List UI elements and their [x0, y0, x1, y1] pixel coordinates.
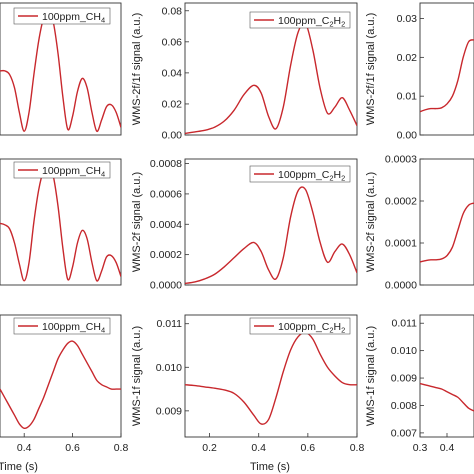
y-axis-label: WMS-2f/1f signal (a.u.) [131, 13, 143, 125]
legend-label: 100ppm_C2H2 [278, 321, 345, 335]
panel-p10: 100ppm_CH4 [0, 158, 122, 286]
plot-frame [184, 2, 358, 136]
y-tick-label: 0.010 [156, 362, 182, 374]
y-tick-label: 0.009 [391, 373, 417, 385]
series-line [420, 202, 474, 263]
panel-p02: 0.00 0.01 0.02 0.03 WMS-2f/1f signal (a.u.) [365, 2, 474, 142]
y-tick-label: 0.0004 [150, 219, 182, 231]
plot-frame [0, 314, 122, 438]
x-tick-label: 0.8 [350, 442, 365, 454]
y-tick-label: 0.00 [162, 130, 183, 142]
y-tick-label: 0.0002 [385, 196, 417, 208]
panels-layer: 100ppm_CH4 0.00 0.02 0.04 0.06 0.08 WMS-2f/1f … [0, 2, 474, 454]
plot-frame [0, 2, 122, 136]
y-tick-label: 0.009 [156, 405, 182, 417]
legend: 100ppm_CH4 [13, 7, 111, 25]
x-axis-label-left: Time (s) [0, 461, 38, 473]
series-line [420, 382, 474, 412]
y-tick-label: 0.010 [391, 345, 417, 357]
series-line [0, 7, 121, 132]
y-tick-label: 0.02 [397, 52, 418, 64]
y-tick-label: 0.00 [397, 130, 418, 142]
legend: 100ppm_C2H2 [249, 11, 351, 29]
plot-frame [419, 2, 474, 136]
x-tick-label: 0.6 [65, 442, 80, 454]
plot-frame [184, 158, 358, 286]
legend-box [249, 317, 351, 335]
x-tick-label: 0.4 [17, 442, 32, 454]
legend-box [249, 165, 351, 183]
y-tick-label: 0.06 [162, 36, 183, 48]
plot-frame [0, 158, 122, 286]
legend-box [13, 7, 111, 25]
y-axis-label: WMS-2f signal (a.u.) [365, 172, 377, 272]
y-tick-label: 0.08 [162, 5, 183, 17]
panel-p22: 0.007 0.008 0.009 0.010 0.011 0.3 0.4 WMS-1f si… [365, 314, 474, 454]
legend: 100ppm_CH4 [13, 317, 111, 335]
y-tick-label: 0.01 [397, 91, 418, 103]
series-line [185, 186, 357, 285]
y-tick-label: 0.011 [392, 318, 418, 330]
legend-box [13, 161, 111, 179]
series-line [0, 162, 121, 282]
x-tick-label: 0.8 [114, 442, 129, 454]
x-tick-label: 0.6 [301, 442, 316, 454]
legend: 100ppm_CH4 [13, 161, 111, 179]
y-tick-label: 0.0001 [385, 238, 417, 250]
y-tick-label: 0.011 [157, 318, 183, 330]
legend: 100ppm_C2H2 [249, 165, 351, 183]
y-tick-label: 0.02 [162, 98, 183, 110]
y-tick-label: 0.0003 [385, 154, 417, 166]
legend-label: 100ppm_CH4 [42, 165, 105, 179]
plot-frame [419, 158, 474, 286]
x-axis-label-center: Time (s) [250, 461, 290, 473]
series-line [420, 39, 474, 113]
x-tick-label: 0.3 [413, 442, 428, 454]
plot-frame [184, 314, 358, 438]
shared-labels: Time (s) Time (s) [0, 461, 290, 473]
y-tick-label: 0.04 [162, 67, 183, 79]
plot-frame [419, 314, 474, 438]
panel-p00: 100ppm_CH4 [0, 2, 122, 136]
y-tick-label: 0.0006 [150, 188, 182, 200]
panel-p11: 0.0000 0.0002 0.0004 0.0006 0.0008 WMS-2f sig… [131, 158, 358, 292]
panel-p20: 0.4 0.6 0.8 100ppm_CH4 [0, 314, 129, 454]
y-tick-label: 0.0002 [150, 249, 182, 261]
y-tick-label: 0.008 [391, 400, 417, 412]
y-tick-label: 0.0000 [150, 280, 182, 292]
y-tick-label: 0.007 [391, 427, 417, 439]
panel-p01: 0.00 0.02 0.04 0.06 0.08 WMS-2f/1f signal (a.… [131, 2, 358, 142]
legend-box [249, 11, 351, 29]
legend-label: 100ppm_CH4 [42, 321, 105, 335]
series-line [0, 340, 121, 430]
legend: 100ppm_C2H2 [249, 317, 351, 335]
legend-label: 100ppm_C2H2 [278, 15, 345, 29]
y-axis-label: WMS-2f/1f signal (a.u.) [365, 13, 377, 125]
legend-label: 100ppm_C2H2 [278, 169, 345, 183]
panel-p12: 0.0000 0.0001 0.0002 0.0003 WMS-2f signal (a… [365, 154, 474, 292]
y-axis-label: WMS-1f signal (a.u.) [365, 326, 377, 426]
y-axis-label: WMS-2f signal (a.u.) [131, 172, 143, 272]
y-tick-label: 0.03 [397, 13, 418, 25]
y-tick-label: 0.0000 [385, 280, 417, 292]
series-line [185, 21, 357, 135]
y-tick-label: 0.0008 [150, 158, 182, 170]
x-tick-label: 0.4 [251, 442, 266, 454]
x-tick-label: 0.4 [440, 442, 455, 454]
panel-p21: 0.009 0.010 0.011 0.2 0.4 0.6 0.8 WMS-1f signal… [131, 314, 365, 454]
legend-label: 100ppm_CH4 [42, 11, 105, 25]
x-tick-label: 0.2 [202, 442, 217, 454]
y-axis-label: WMS-1f signal (a.u.) [131, 326, 143, 426]
series-line [185, 331, 357, 425]
legend-box [13, 317, 111, 335]
